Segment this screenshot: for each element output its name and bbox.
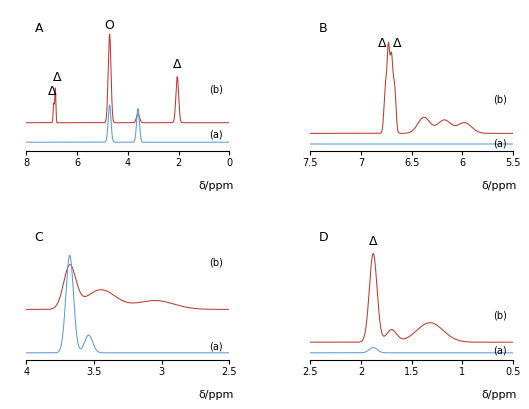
Text: δ/ppm: δ/ppm <box>198 181 233 191</box>
Text: (a): (a) <box>209 342 223 351</box>
Text: C: C <box>34 231 43 244</box>
Text: (b): (b) <box>493 310 507 321</box>
Text: Δ: Δ <box>393 37 402 50</box>
Text: (a): (a) <box>494 346 507 355</box>
Text: Δ: Δ <box>48 85 57 98</box>
Text: D: D <box>318 231 328 244</box>
Text: (a): (a) <box>494 138 507 148</box>
Text: Δ: Δ <box>378 37 387 50</box>
Text: (b): (b) <box>209 84 223 94</box>
Text: δ/ppm: δ/ppm <box>482 389 517 400</box>
Text: (b): (b) <box>209 258 223 268</box>
Text: δ/ppm: δ/ppm <box>482 181 517 191</box>
Text: δ/ppm: δ/ppm <box>198 389 233 400</box>
Text: Δ: Δ <box>369 235 378 248</box>
Text: Δ: Δ <box>53 71 61 84</box>
Text: (a): (a) <box>209 130 223 140</box>
Text: A: A <box>34 22 43 35</box>
Text: O: O <box>105 19 115 32</box>
Text: (b): (b) <box>493 95 507 105</box>
Text: B: B <box>318 22 327 35</box>
Text: Δ: Δ <box>173 58 181 71</box>
